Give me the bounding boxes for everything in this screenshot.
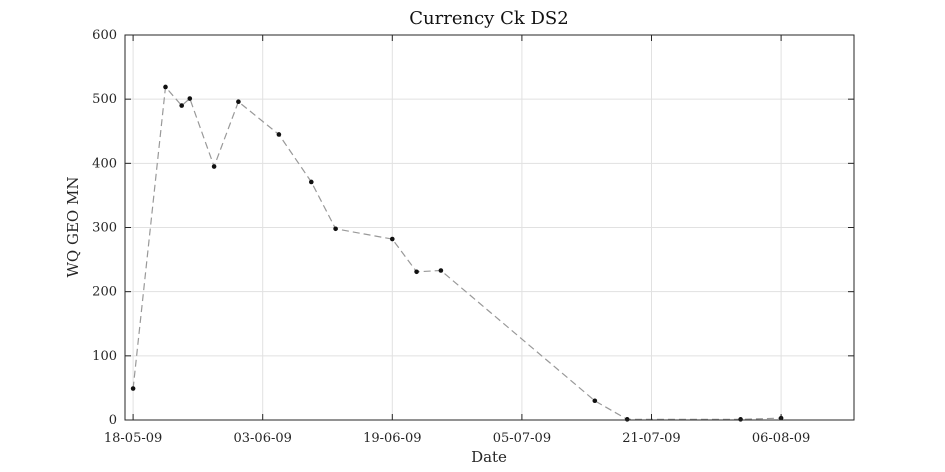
- y-axis-ticks: 0 100 200 300 400 500 600: [92, 28, 854, 428]
- x-tick-label: 03-06-09: [233, 431, 291, 446]
- y-tick-label: 600: [92, 28, 117, 43]
- y-tick-label: 400: [92, 156, 117, 171]
- data-point: [414, 269, 419, 275]
- x-axis-ticks: 18-05-09 03-06-09 19-06-09 05-07-09 21-07-09…: [104, 35, 810, 446]
- chart-title: Currency Ck DS2: [409, 8, 568, 29]
- y-tick-label: 500: [92, 92, 117, 107]
- x-tick-label: 05-07-09: [493, 431, 551, 446]
- x-tick-label: 21-07-09: [622, 431, 680, 446]
- y-tick-label: 100: [92, 349, 117, 364]
- y-tick-label: 300: [92, 221, 117, 236]
- series-line: [132, 85, 782, 420]
- data-point: [592, 398, 598, 404]
- data-point: [333, 226, 338, 232]
- data-point: [211, 164, 217, 169]
- data-point: [438, 268, 444, 273]
- data-point: [163, 84, 168, 90]
- data-point: [738, 417, 743, 422]
- x-tick-label: 06-08-09: [752, 431, 810, 446]
- data-point: [309, 179, 314, 185]
- x-tick-label: 18-05-09: [104, 431, 162, 446]
- data-point: [187, 96, 193, 101]
- data-series: [130, 84, 784, 422]
- y-axis-label: WQ GEO MN: [64, 177, 82, 278]
- data-point: [276, 132, 282, 137]
- data-point: [390, 236, 395, 242]
- grid-lines: [125, 34, 854, 421]
- x-axis-label: Date: [471, 448, 507, 466]
- y-tick-label: 200: [92, 285, 117, 300]
- y-tick-label: 0: [109, 413, 117, 428]
- data-point: [179, 103, 184, 108]
- data-point: [130, 386, 136, 391]
- x-tick-label: 19-06-09: [363, 431, 421, 446]
- data-point: [624, 417, 630, 422]
- data-point: [236, 99, 241, 105]
